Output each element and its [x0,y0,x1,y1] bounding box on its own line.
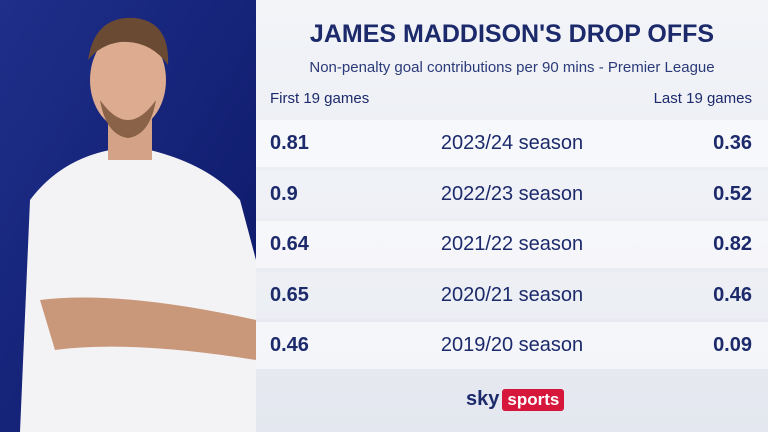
subtitle: Non-penalty goal contributions per 90 mi… [309,59,715,76]
logo: sky sports [466,388,565,411]
season-label: 2019/20 season [440,334,584,356]
first-value: 0.65 [270,283,309,306]
last-value: 0.09 [713,334,752,356]
table-row: 0.9 2022/23 season 0.52 [256,170,768,218]
season-label: 2020/21 season [440,283,584,306]
title: JAMES MADDISON'S DROP OFFS [309,20,715,48]
last-value: 0.46 [713,283,752,306]
first-value: 0.81 [270,132,309,154]
column-header: First 19 games [270,90,370,107]
last-value: 0.82 [713,233,752,255]
table-row: 0.81 2023/24 season 0.36 [256,120,768,167]
first-value: 0.9 [270,182,298,205]
logo-text: sky [466,388,500,410]
logo-text: sports [502,388,565,411]
season-label: 2021/22 season [440,233,584,255]
column-header: Last 19 games [653,90,752,107]
player-photo [0,0,256,432]
last-value: 0.36 [713,132,752,154]
season-label: 2023/24 season [440,132,584,154]
table-row: 0.65 2020/21 season 0.46 [256,271,768,319]
first-value: 0.46 [270,334,309,356]
first-value: 0.64 [270,233,309,255]
last-value: 0.52 [713,182,752,205]
table-row: 0.64 2021/22 season 0.82 [256,221,768,268]
season-label: 2022/23 season [440,182,584,205]
panel: JAMES MADDISON'S DROP OFFS Non-penalty g… [256,0,768,432]
table-row: 0.46 2019/20 season 0.09 [256,322,768,369]
